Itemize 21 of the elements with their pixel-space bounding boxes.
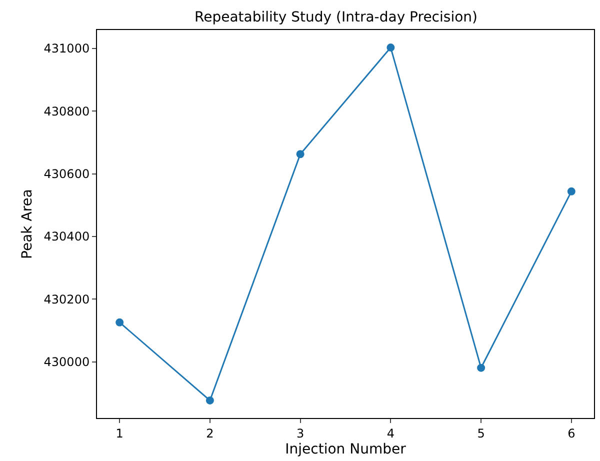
x-tick-label: 3 <box>296 426 304 440</box>
y-tick-label: 430000 <box>44 355 90 370</box>
x-axis-title: Injection Number <box>285 442 406 458</box>
y-tick-label: 430800 <box>44 104 90 118</box>
point <box>296 150 304 158</box>
y-tick-label: 430200 <box>44 292 90 306</box>
y-tick-label: 430600 <box>44 167 90 182</box>
point <box>116 318 124 326</box>
point <box>477 364 486 372</box>
x-tick-label: 4 <box>386 426 394 440</box>
point <box>567 187 576 196</box>
x-tick-label: 2 <box>206 426 214 440</box>
y-tick-label: 431000 <box>44 42 90 56</box>
x-tick-label: 5 <box>477 426 485 440</box>
point <box>386 44 395 52</box>
chart-title: Repeatability Study (Intra-day Precision) <box>194 9 478 26</box>
y-tick-label: 430400 <box>44 230 90 244</box>
y-axis-title: Peak Area <box>19 189 36 259</box>
x-tick-label: 1 <box>116 426 124 440</box>
x-tick-label: 6 <box>568 426 576 440</box>
point <box>206 396 214 404</box>
